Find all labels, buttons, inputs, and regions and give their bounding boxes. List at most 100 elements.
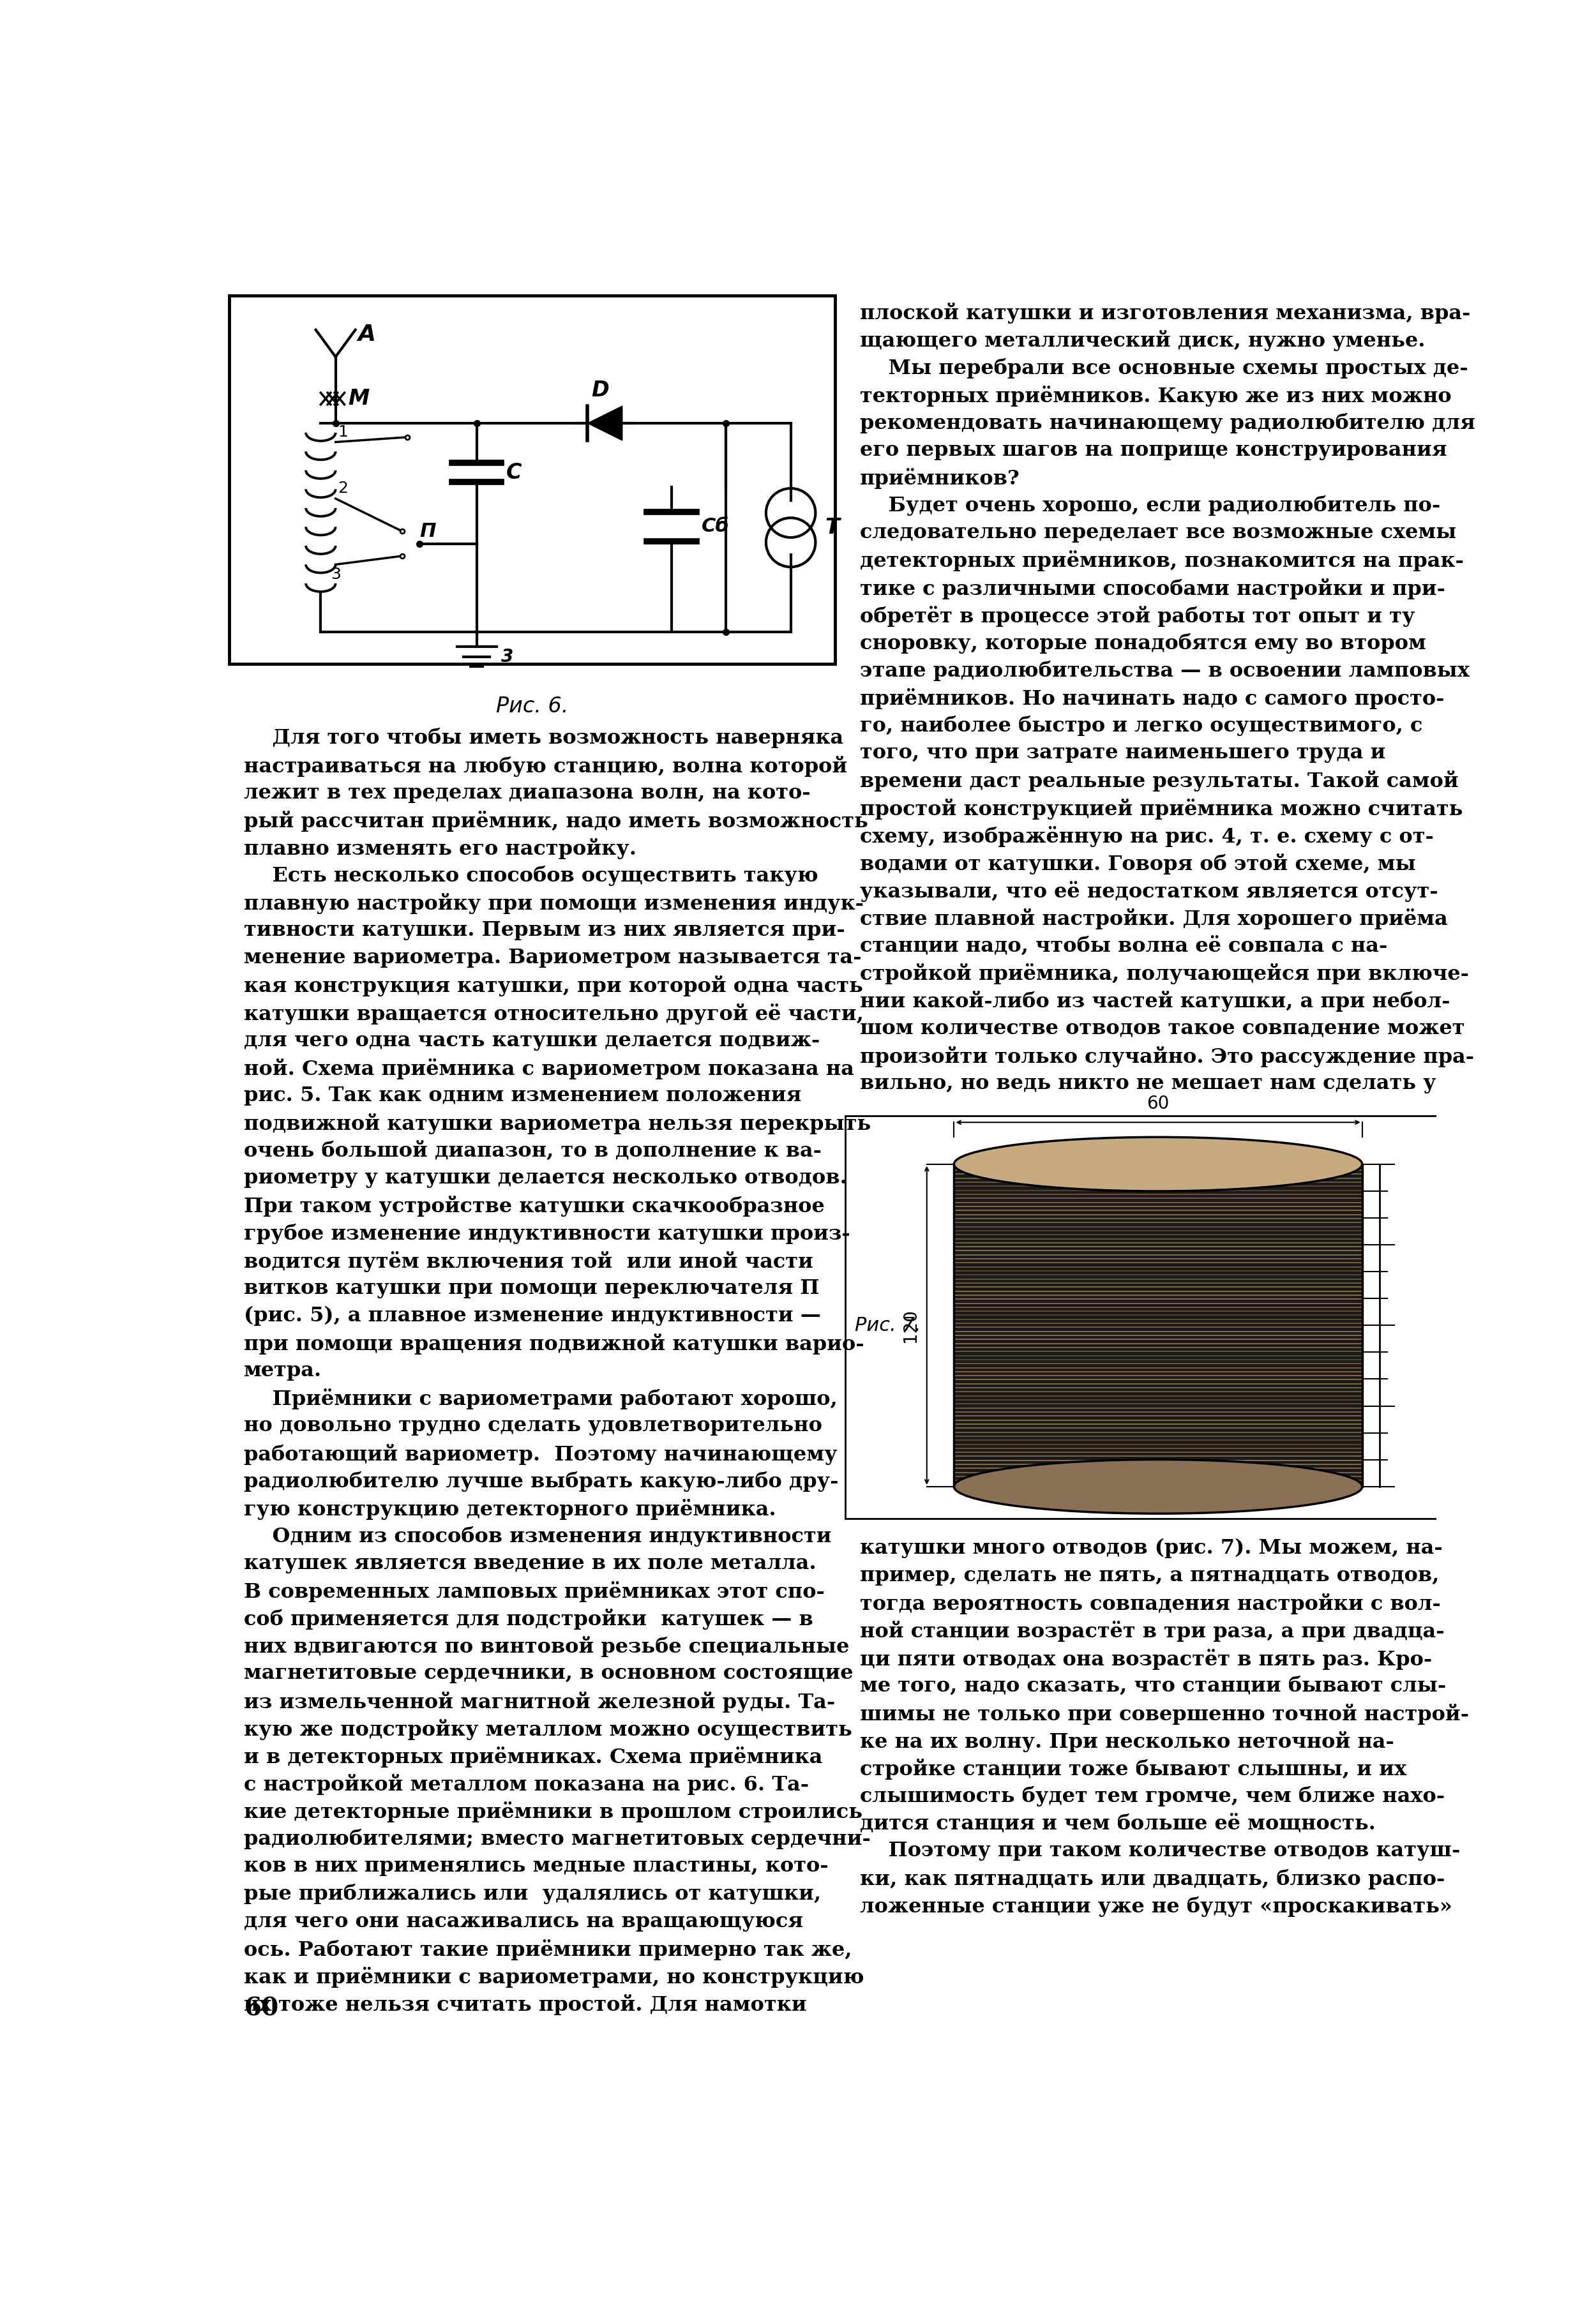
Text: ной станции возрастёт в три раза, а при двадца-: ной станции возрастёт в три раза, а при … <box>860 1620 1444 1643</box>
Text: очень большой диапазон, то в дополнение к ва-: очень большой диапазон, то в дополнение … <box>244 1140 822 1160</box>
Text: M: M <box>348 388 369 409</box>
Text: 1: 1 <box>338 425 348 439</box>
Text: ложенные станции уже не будут «проскакивать»: ложенные станции уже не будут «проскакив… <box>860 1896 1452 1917</box>
Text: для чего одна часть катушки делается подвиж-: для чего одна часть катушки делается под… <box>244 1032 820 1050</box>
Text: соб применяется для подстройки  катушек — в: соб применяется для подстройки катушек —… <box>244 1609 814 1629</box>
Text: Сб: Сб <box>701 517 729 535</box>
Text: тогда вероятность совпадения настройки с вол-: тогда вероятность совпадения настройки с… <box>860 1593 1441 1615</box>
Text: ной. Схема приёмника с вариометром показана на: ной. Схема приёмника с вариометром показ… <box>244 1059 854 1080</box>
Text: го, наиболее быстро и легко осуществимого, с: го, наиболее быстро и легко осуществимог… <box>860 715 1422 735</box>
Text: как и приёмники с вариометрами, но конструкцию: как и приёмники с вариометрами, но конст… <box>244 1967 865 1988</box>
Text: ме того, надо сказать, что станции бывают слы-: ме того, надо сказать, что станции бываю… <box>860 1675 1446 1696</box>
Text: его первых шагов на поприще конструирования: его первых шагов на поприще конструирова… <box>860 441 1448 460</box>
Text: тике с различными способами настройки и при-: тике с различными способами настройки и … <box>860 579 1446 600</box>
Ellipse shape <box>954 1138 1363 1190</box>
Text: ось. Работают такие приёмники примерно так же,: ось. Работают такие приёмники примерно т… <box>244 1940 852 1960</box>
Text: Для того чтобы иметь возможность наверняка: Для того чтобы иметь возможность наверня… <box>244 728 844 749</box>
Text: подвижной катушки вариометра нельзя перекрыть: подвижной катушки вариометра нельзя пере… <box>244 1112 871 1135</box>
Text: рекомендовать начинающему радиолюбителю для: рекомендовать начинающему радиолюбителю … <box>860 414 1475 434</box>
Text: слышимость будет тем громче, чем ближе нахо-: слышимость будет тем громче, чем ближе н… <box>860 1786 1444 1806</box>
Text: из измельченной магнитной железной руды. Та-: из измельченной магнитной железной руды.… <box>244 1691 835 1712</box>
Text: менение вариометра. Вариометром называется та-: менение вариометра. Вариометром называет… <box>244 949 862 967</box>
Text: магнетитовые сердечники, в основном состоящие: магнетитовые сердечники, в основном сост… <box>244 1664 854 1684</box>
Text: рый рассчитан приёмник, надо иметь возможность: рый рассчитан приёмник, надо иметь возмо… <box>244 811 868 832</box>
Text: 3: 3 <box>330 568 342 581</box>
Text: Рис. 7.: Рис. 7. <box>855 1317 921 1335</box>
Text: работающий вариометр.  Поэтому начинающему: работающий вариометр. Поэтому начинающем… <box>244 1443 838 1464</box>
Text: Есть несколько способов осуществить такую: Есть несколько способов осуществить таку… <box>244 866 819 887</box>
Text: сноровку, которые понадобятся ему во втором: сноровку, которые понадобятся ему во вто… <box>860 632 1427 653</box>
Text: ствие плавной настройки. Для хорошего приёма: ствие плавной настройки. Для хорошего пр… <box>860 908 1448 928</box>
Text: этапе радиолюбительства — в освоении ламповых: этапе радиолюбительства — в освоении лам… <box>860 660 1470 680</box>
Text: T: T <box>825 517 839 538</box>
Text: радиолюбителями; вместо магнетитовых сердечни-: радиолюбителями; вместо магнетитовых сер… <box>244 1829 871 1850</box>
Text: с настройкой металлом показана на рис. 6. Та-: с настройкой металлом показана на рис. 6… <box>244 1774 809 1795</box>
Text: но довольно трудно сделать удовлетворительно: но довольно трудно сделать удовлетворите… <box>244 1416 822 1436</box>
Text: Одним из способов изменения индуктивности: Одним из способов изменения индуктивност… <box>244 1526 832 1547</box>
Bar <box>230 296 835 664</box>
Text: станции надо, чтобы волна её совпала с на-: станции надо, чтобы волна её совпала с н… <box>860 935 1387 956</box>
Text: грубое изменение индуктивности катушки произ-: грубое изменение индуктивности катушки п… <box>244 1223 851 1243</box>
Text: плоской катушки и изготовления механизма, вра-: плоской катушки и изготовления механизма… <box>860 303 1470 324</box>
Text: детекторных приёмников, познакомится на прак-: детекторных приёмников, познакомится на … <box>860 552 1464 572</box>
Text: приёмников. Но начинать надо с самого просто-: приёмников. Но начинать надо с самого пр… <box>860 687 1444 710</box>
Text: плавную настройку при помощи изменения индук-: плавную настройку при помощи изменения и… <box>244 894 863 915</box>
Text: 120: 120 <box>902 1308 919 1342</box>
Text: и в детекторных приёмниках. Схема приёмника: и в детекторных приёмниках. Схема приёмн… <box>244 1746 822 1767</box>
Text: тивности катушки. Первым из них является при-: тивности катушки. Первым из них является… <box>244 921 846 940</box>
Text: водами от катушки. Говоря об этой схеме, мы: водами от катушки. Говоря об этой схеме,… <box>860 853 1416 873</box>
Text: дится станция и чем больше её мощность.: дится станция и чем больше её мощность. <box>860 1813 1376 1834</box>
Text: вильно, но ведь никто не мешает нам сделать у: вильно, но ведь никто не мешает нам сдел… <box>860 1073 1436 1094</box>
Text: времени даст реальные результаты. Такой самой: времени даст реальные результаты. Такой … <box>860 770 1459 793</box>
Ellipse shape <box>954 1459 1363 1514</box>
Text: риометру у катушки делается несколько отводов.: риометру у катушки делается несколько от… <box>244 1167 847 1188</box>
Text: произойти только случайно. Это рассуждение пра-: произойти только случайно. Это рассужден… <box>860 1046 1475 1066</box>
Bar <box>954 1165 1363 1487</box>
Text: Мы перебрали все основные схемы простых де-: Мы перебрали все основные схемы простых … <box>860 358 1468 379</box>
Text: стройке станции тоже бывают слышны, и их: стройке станции тоже бывают слышны, и их <box>860 1758 1406 1779</box>
Text: простой конструкцией приёмника можно считать: простой конструкцией приёмника можно счи… <box>860 797 1464 820</box>
Text: При таком устройстве катушки скачкообразное: При таком устройстве катушки скачкообраз… <box>244 1195 825 1218</box>
Text: Рис. 6.: Рис. 6. <box>496 696 568 717</box>
Text: следовательно переделает все возможные схемы: следовательно переделает все возможные с… <box>860 524 1457 542</box>
Text: их тоже нельзя считать простой. Для намотки: их тоже нельзя считать простой. Для намо… <box>244 1995 808 2015</box>
Text: (рис. 5), а плавное изменение индуктивности —: (рис. 5), а плавное изменение индуктивно… <box>244 1305 820 1326</box>
Text: ков в них применялись медные пластины, кото-: ков в них применялись медные пластины, к… <box>244 1857 828 1875</box>
Text: при помощи вращения подвижной катушки варио-: при помощи вращения подвижной катушки ва… <box>244 1333 865 1354</box>
Text: нии какой-либо из частей катушки, а при небол-: нии какой-либо из частей катушки, а при … <box>860 990 1451 1011</box>
Text: радиолюбителю лучше выбрать какую-либо дру-: радиолюбителю лучше выбрать какую-либо д… <box>244 1471 839 1491</box>
Text: метра.: метра. <box>244 1360 322 1381</box>
Polygon shape <box>587 407 622 441</box>
Text: плавно изменять его настройку.: плавно изменять его настройку. <box>244 839 637 859</box>
Text: В современных ламповых приёмниках этот спо-: В современных ламповых приёмниках этот с… <box>244 1581 825 1602</box>
Text: приёмников?: приёмников? <box>860 469 1020 489</box>
Text: рис. 5. Так как одним изменением положения: рис. 5. Так как одним изменением положен… <box>244 1085 801 1105</box>
Text: кую же подстройку металлом можно осуществить: кую же подстройку металлом можно осущест… <box>244 1719 852 1740</box>
Text: схему, изображённую на рис. 4, т. е. схему с от-: схему, изображённую на рис. 4, т. е. схе… <box>860 825 1433 848</box>
Text: кие детекторные приёмники в прошлом строились: кие детекторные приёмники в прошлом стро… <box>244 1802 862 1822</box>
Text: витков катушки при помощи переключателя П: витков катушки при помощи переключателя … <box>244 1278 820 1298</box>
Text: Будет очень хорошо, если радиолюбитель по-: Будет очень хорошо, если радиолюбитель п… <box>860 496 1441 515</box>
Text: 60: 60 <box>244 1997 279 2020</box>
Text: пример, сделать не пять, а пятнадцать отводов,: пример, сделать не пять, а пятнадцать от… <box>860 1565 1440 1586</box>
Text: катушек является введение в их поле металла.: катушек является введение в их поле мета… <box>244 1553 817 1574</box>
Text: 3: 3 <box>501 648 514 666</box>
Text: для чего они насаживались на вращающуюся: для чего они насаживались на вращающуюся <box>244 1912 803 1930</box>
Text: указывали, что её недостатком является отсут-: указывали, что её недостатком является о… <box>860 880 1438 901</box>
Text: шимы не только при совершенно точной настрой-: шимы не только при совершенно точной нас… <box>860 1703 1470 1726</box>
Text: кая конструкция катушки, при которой одна часть: кая конструкция катушки, при которой одн… <box>244 977 863 997</box>
Text: 60: 60 <box>1148 1094 1170 1112</box>
Text: D: D <box>591 379 608 400</box>
Text: обретёт в процессе этой работы тот опыт и ту: обретёт в процессе этой работы тот опыт … <box>860 607 1416 627</box>
Text: шом количестве отводов такое совпадение может: шом количестве отводов такое совпадение … <box>860 1018 1465 1039</box>
Text: ки, как пятнадцать или двадцать, близко распо-: ки, как пятнадцать или двадцать, близко … <box>860 1868 1444 1889</box>
Text: текторных приёмников. Какую же из них можно: текторных приёмников. Какую же из них мо… <box>860 386 1452 407</box>
Text: 2: 2 <box>338 480 348 496</box>
Text: водится путём включения той  или иной части: водится путём включения той или иной час… <box>244 1250 814 1273</box>
Text: ке на их волну. При несколько неточной на-: ке на их волну. При несколько неточной н… <box>860 1730 1395 1751</box>
Text: них вдвигаются по винтовой резьбе специальные: них вдвигаются по винтовой резьбе специа… <box>244 1636 849 1657</box>
Text: стройкой приёмника, получающейся при включе-: стройкой приёмника, получающейся при вкл… <box>860 963 1468 984</box>
Text: гую конструкцию детекторного приёмника.: гую конструкцию детекторного приёмника. <box>244 1498 776 1519</box>
Text: рые приближались или  удалялись от катушки,: рые приближались или удалялись от катушк… <box>244 1884 822 1905</box>
Text: Поэтому при таком количестве отводов катуш-: Поэтому при таком количестве отводов кат… <box>860 1841 1460 1861</box>
